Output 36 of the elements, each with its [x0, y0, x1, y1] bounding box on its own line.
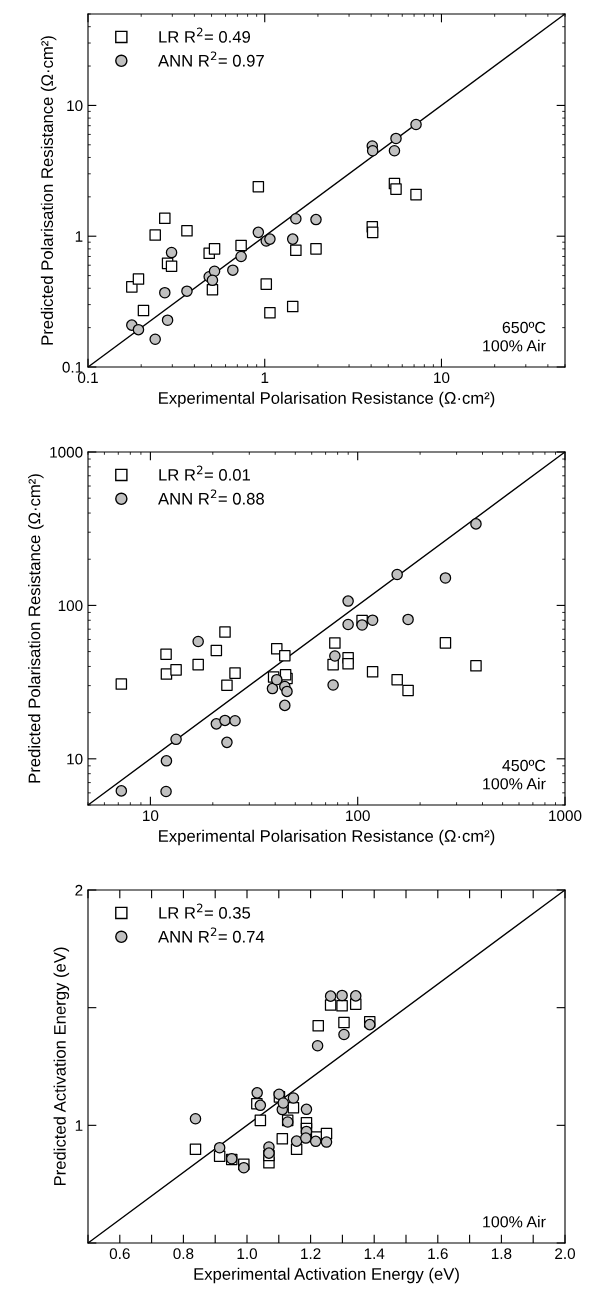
annotation: 650ºC 100% Air: [483, 321, 546, 352]
x-tick-label: 10: [143, 810, 159, 822]
x-tick-label: 100: [346, 810, 370, 822]
y-tick-label: 1: [75, 231, 83, 242]
y-tick-label: 2: [75, 884, 83, 896]
x-tick-label: 1.6: [428, 1248, 448, 1260]
y-tick-label: 10: [67, 100, 83, 112]
legend-label: LR R$^{2}$= 0.01: [159, 465, 250, 481]
x-tick-label: 1.2: [301, 1248, 321, 1259]
annotation: 450ºC 100% Air: [483, 759, 546, 790]
y-tick-label: 1000: [50, 446, 83, 458]
x-tick-label: 0.8: [173, 1248, 194, 1260]
x-axis-title: Experimental Polarisation Resistance (Ω·cm²): [159, 829, 495, 846]
x-tick-label: 1: [261, 372, 269, 383]
legend-label: ANN R$^{2}$= 0.74: [158, 927, 265, 943]
x-tick-label: 0.6: [109, 1248, 130, 1260]
y-tick-label: 10: [67, 753, 83, 765]
y-axis-title: Predicted Polarisation Resistance (Ω·cm²): [28, 474, 44, 783]
legend-label: LR R$^{2}$= 0.49: [159, 27, 251, 43]
x-axis-title: Experimental Activation Energy (eV): [194, 1267, 459, 1284]
y-tick-label: 100: [58, 600, 83, 612]
x-tick-label: 1.4: [364, 1248, 385, 1259]
y-axis-title: Predicted Activation Energy (eV): [53, 947, 70, 1186]
y-tick-label: 1: [75, 1120, 83, 1131]
x-tick-label: 1000: [549, 810, 582, 822]
legend-label: ANN R$^{2}$= 0.88: [158, 489, 264, 505]
annotation: 100% Air: [483, 1215, 546, 1228]
x-axis-title: Experimental Polarisation Resistance (Ω·cm²): [159, 391, 495, 408]
y-tick-label: 0.1: [62, 361, 83, 373]
legend-label: ANN R$^{2}$= 0.97: [158, 51, 264, 67]
x-tick-label: 1.8: [491, 1248, 512, 1260]
legend-label: LR R$^{2}$= 0.35: [159, 903, 251, 919]
x-tick-label: 1.0: [237, 1248, 258, 1260]
x-tick-label: 2.0: [555, 1248, 576, 1260]
y-axis-title: Predicted Polarisation Resistance (Ω·cm²): [40, 36, 57, 345]
x-tick-label: 10: [434, 372, 450, 384]
